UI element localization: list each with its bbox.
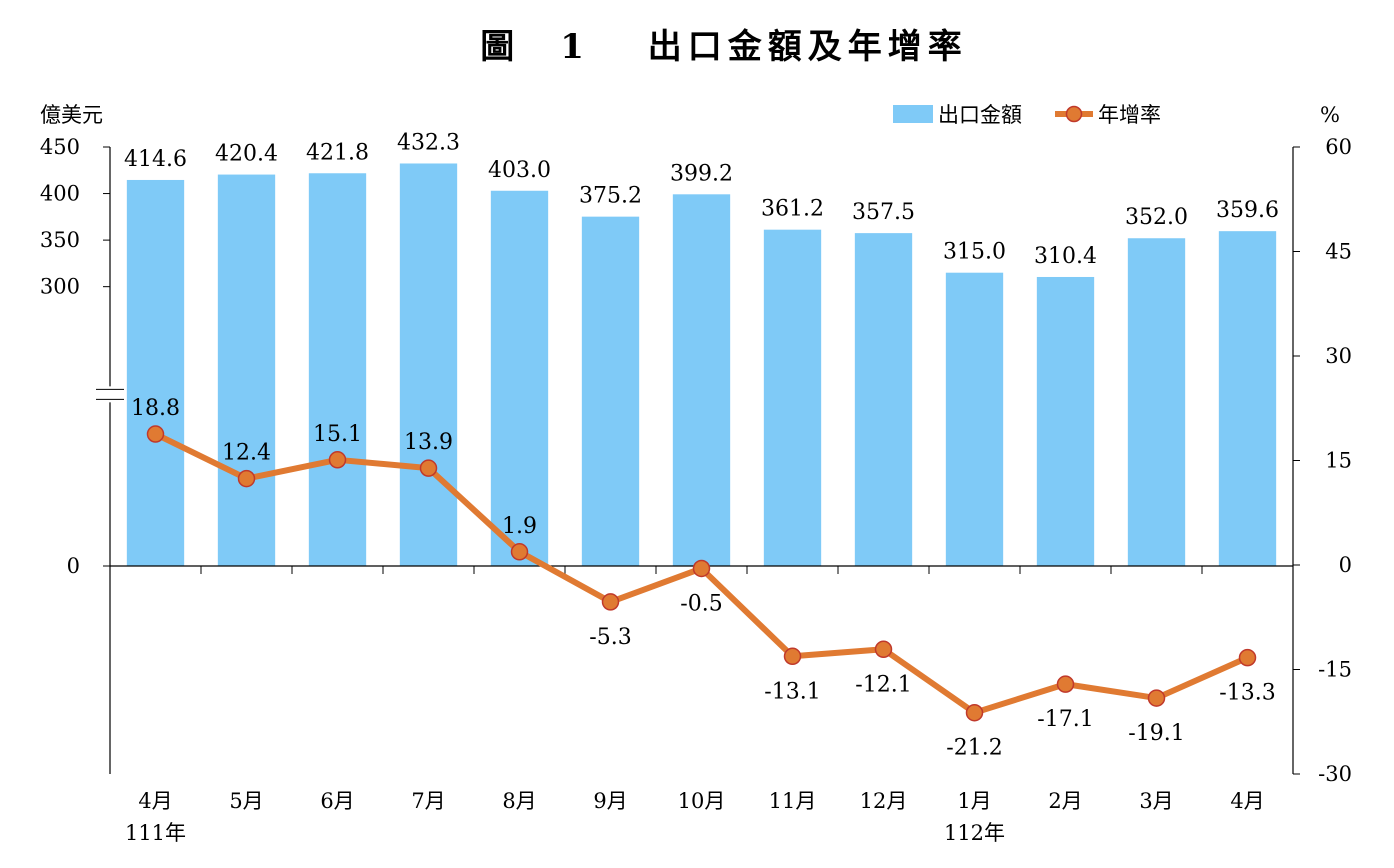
- bar-12: [1218, 231, 1277, 567]
- year-label-1: 112年: [944, 821, 1005, 845]
- growth-point-4: [510, 543, 529, 561]
- right-tick-label-2: 30: [1325, 344, 1352, 368]
- bar-1: [217, 174, 276, 566]
- bars-group: [126, 163, 1277, 567]
- bar-label-1: 420.4: [215, 142, 278, 167]
- growth-point-2: [328, 451, 347, 469]
- growth-point-5: [601, 593, 620, 611]
- bar-0: [126, 179, 185, 566]
- bar-11: [1127, 238, 1186, 566]
- left-tick-label-3: 400: [40, 182, 80, 206]
- left-tick-label-0: 0: [67, 554, 80, 578]
- growth-label-1: 12.4: [222, 441, 271, 466]
- category-label-5: 9月: [593, 789, 627, 813]
- growth-label-4: 1.9: [502, 514, 537, 539]
- category-label-11: 3月: [1139, 789, 1173, 813]
- bar-label-3: 432.3: [397, 130, 460, 155]
- growth-point-11: [1147, 689, 1166, 707]
- axis-break-mask: [96, 386, 124, 403]
- labels-group: 414.6 420.4 421.8 432.3 403.0 375.2 399.2 361.2…: [124, 130, 1279, 760]
- right-tick-label-3: 15: [1325, 449, 1352, 473]
- growth-label-7: -13.1: [764, 679, 820, 704]
- bar-6: [672, 194, 731, 566]
- line-series-group: [146, 425, 1257, 722]
- growth-point-8: [874, 640, 893, 659]
- bar-7: [763, 229, 822, 566]
- left-tick-label-2: 350: [40, 228, 80, 252]
- bar-3: [399, 163, 458, 567]
- right-tick-label-0: 60: [1325, 135, 1352, 159]
- category-label-9: 1月: [957, 789, 991, 813]
- category-label-7: 11月: [769, 789, 817, 813]
- category-label-0: 4月: [138, 789, 172, 813]
- bar-label-0: 414.6: [124, 147, 187, 172]
- bar-label-4: 403.0: [488, 158, 551, 183]
- growth-label-12: -13.3: [1219, 681, 1275, 706]
- right-tick-label-6: -30: [1318, 762, 1352, 786]
- growth-label-3: 13.9: [404, 430, 453, 455]
- growth-point-0: [146, 425, 165, 443]
- chart-title: 圖 1 出口金額及年增率: [480, 27, 968, 67]
- legend-bar-label: 出口金額: [938, 103, 1022, 127]
- growth-point-3: [419, 459, 438, 477]
- year-label-0: 111年: [125, 821, 186, 845]
- category-label-10: 2月: [1048, 789, 1082, 813]
- legend-line-label: 年增率: [1098, 103, 1161, 127]
- left-axis-unit: 億美元: [40, 103, 103, 127]
- bar-5: [581, 216, 640, 567]
- bar-label-7: 361.2: [761, 197, 824, 222]
- left-tick-label-1: 300: [40, 275, 80, 299]
- right-tick-label-4: 0: [1339, 553, 1352, 577]
- legend: 出口金額 年增率: [893, 103, 1161, 127]
- category-label-6: 10月: [678, 789, 726, 813]
- bar-4: [490, 190, 549, 567]
- growth-label-0: 18.8: [131, 396, 180, 421]
- growth-label-9: -21.2: [946, 736, 1002, 761]
- category-label-8: 12月: [860, 789, 908, 813]
- growth-label-10: -17.1: [1037, 707, 1093, 732]
- growth-point-10: [1056, 675, 1075, 693]
- left-tick-label-4: 450: [40, 135, 80, 159]
- growth-label-2: 15.1: [313, 422, 362, 447]
- legend-bar-swatch: [893, 105, 933, 123]
- category-label-2: 6月: [320, 789, 354, 813]
- right-tick-label-5: -15: [1318, 658, 1352, 682]
- category-label-12: 4月: [1230, 789, 1264, 813]
- bar-label-10: 310.4: [1034, 244, 1097, 269]
- bar-label-2: 421.8: [306, 140, 369, 165]
- growth-point-12: [1238, 648, 1257, 667]
- growth-point-9: [965, 703, 984, 722]
- axes-group: 0 300 350 400 450 60 45 30 15 0 -15 -30 4月 5月 6月 7月 8月 9月…: [40, 135, 1352, 845]
- bar-9: [945, 272, 1004, 566]
- category-label-3: 7月: [411, 789, 445, 813]
- growth-label-6: -0.5: [680, 591, 722, 616]
- growth-label-5: -5.3: [589, 625, 631, 650]
- right-axis-unit: %: [1320, 103, 1340, 127]
- category-label-4: 8月: [502, 789, 536, 813]
- bar-label-8: 357.5: [852, 200, 915, 225]
- bar-label-5: 375.2: [579, 184, 642, 209]
- growth-point-7: [783, 647, 802, 666]
- bar-label-12: 359.6: [1216, 198, 1279, 223]
- category-label-1: 5月: [229, 789, 263, 813]
- bar-label-9: 315.0: [943, 240, 1006, 265]
- bar-10: [1036, 276, 1095, 566]
- legend-line-marker: [1065, 105, 1083, 123]
- bar-label-11: 352.0: [1125, 205, 1188, 230]
- bar-2: [308, 173, 367, 567]
- growth-label-11: -19.1: [1128, 721, 1184, 746]
- growth-label-8: -12.1: [855, 672, 911, 697]
- right-tick-label-1: 45: [1325, 240, 1352, 264]
- bar-label-6: 399.2: [670, 161, 733, 186]
- growth-point-6: [692, 559, 711, 578]
- bar-8: [854, 233, 913, 566]
- growth-point-1: [237, 469, 256, 488]
